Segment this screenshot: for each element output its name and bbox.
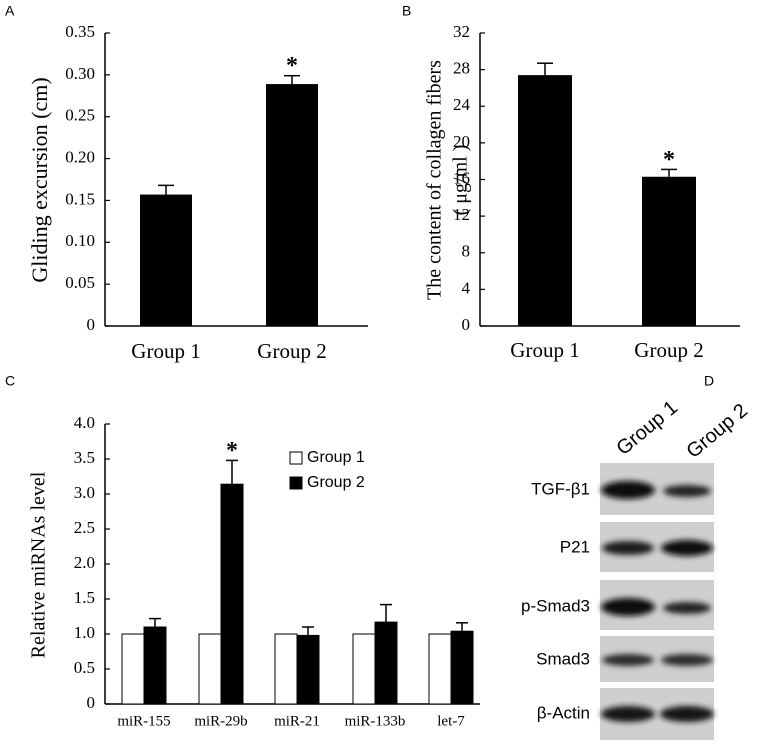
y-tick-label: 2.5 [74,518,95,537]
bar [274,633,298,705]
panel-label: B [402,3,411,19]
y-tick-label: 0.25 [65,106,95,125]
y-tick-label: 0 [87,315,96,334]
y-axis-label: ( μg/ml ) [450,145,472,216]
band [601,706,655,722]
y-tick-label: 0.20 [65,147,95,166]
bar [352,633,376,705]
band [661,540,713,556]
bar [296,634,320,705]
blot-row-label: p-Smad3 [521,596,590,615]
y-tick-label: 32 [453,22,470,41]
significance-marker: * [663,147,675,173]
significance-marker: * [286,53,298,79]
bar [374,621,398,705]
bar [198,633,222,705]
blot [600,463,714,740]
y-axis-label: Gliding excursion (cm) [27,77,52,282]
bar [220,483,244,705]
blot-row-label: TGF-β1 [531,479,590,498]
bar [450,630,474,705]
x-tick-label: Group 1 [510,338,579,362]
y-tick-label: 2.0 [74,553,95,572]
bar [140,194,192,326]
x-tick-label: Group 2 [257,339,326,363]
band [663,485,711,497]
bar [266,84,318,327]
y-tick-label: 0.15 [65,189,95,208]
band [661,654,713,666]
panel-label: C [5,373,15,389]
y-tick-label: 28 [453,59,470,78]
band [663,602,711,614]
band [602,541,654,555]
panel-label: D [704,373,714,389]
bar [428,633,452,705]
x-tick-label: Group 2 [634,338,703,362]
y-tick-label: 0 [462,315,471,334]
bar [121,633,145,705]
bar [143,626,167,705]
legend-label: Group 1 [307,449,365,466]
y-tick-label: 0.5 [74,658,95,677]
blot-row-label: β-Actin [537,703,590,722]
band [601,481,655,499]
y-tick-label: 8 [462,242,471,261]
y-tick-label: 0.05 [65,273,95,292]
x-tick-label: Group 1 [131,339,200,363]
y-tick-label: 4 [462,278,471,297]
blot-row-label: P21 [560,537,590,556]
y-tick-label: 16 [453,168,470,187]
band [602,654,654,666]
bar [518,75,572,327]
bar [642,176,696,326]
significance-marker: * [226,438,238,464]
y-tick-label: 20 [453,132,470,151]
band [660,706,714,722]
y-tick-label: 0.10 [65,231,95,250]
y-tick-label: 1.5 [74,588,95,607]
x-tick-label: let-7 [437,713,465,729]
y-axis-label: The content of collagen fibers [424,60,446,300]
y-tick-label: 1.0 [74,623,95,642]
panel-label: A [5,3,15,19]
y-tick-label: 0.35 [65,22,95,41]
y-tick-label: 3.0 [74,483,95,502]
blot-row-label: Smad3 [536,649,590,668]
x-tick-label: miR-29b [194,713,247,729]
x-tick-label: miR-155 [117,713,170,729]
x-tick-label: miR-21 [274,713,320,729]
band [601,598,655,616]
blot-column-label: Group 1 [612,397,682,460]
legend-swatch [289,451,303,465]
y-tick-label: 3.5 [74,448,95,467]
y-tick-label: 4.0 [74,413,95,432]
legend-label: Group 2 [307,474,365,491]
y-tick-label: 24 [453,95,471,114]
y-tick-label: 0 [87,693,96,712]
blot-column-label: Group 2 [682,400,752,463]
legend-swatch [289,476,303,490]
y-tick-label: 12 [453,205,470,224]
x-tick-label: miR-133b [345,713,406,729]
y-tick-label: 0.30 [65,64,95,83]
y-axis-label: Relative miRNAs level [28,471,50,658]
